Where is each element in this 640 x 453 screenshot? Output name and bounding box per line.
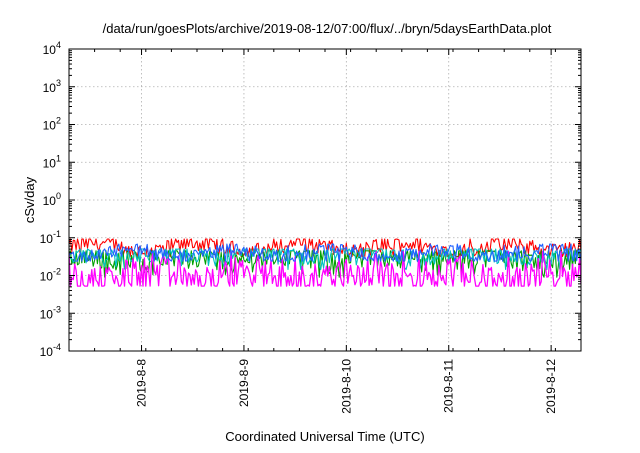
y-axis-label: cSv/day <box>22 176 37 223</box>
y-tick-label: 101 <box>43 153 61 170</box>
ticks: 10-4 10-3 10-2 10-1 100 101 102 103 104 2019-8-8 2… <box>40 40 582 414</box>
y-tick-label: 103 <box>43 78 61 95</box>
y-tick-label: 10-3 <box>40 304 61 321</box>
y-tick-label: 10-1 <box>40 229 61 246</box>
y-tick-label: 102 <box>43 116 61 133</box>
x-tick-label: 2019-8-12 <box>544 359 558 414</box>
x-tick-label: 2019-8-11 <box>442 359 456 413</box>
series-line <box>69 243 581 262</box>
series-group <box>69 238 581 287</box>
x-tick-label: 2019-8-8 <box>135 359 149 407</box>
series-line <box>69 251 581 287</box>
chart-title: /data/run/goesPlots/archive/2019-08-12/0… <box>103 21 552 36</box>
x-tick-label: 2019-8-10 <box>339 359 353 414</box>
grid <box>69 49 581 351</box>
y-tick-label: 10-4 <box>40 342 61 359</box>
y-tick-label: 10-2 <box>40 267 61 284</box>
y-tick-label: 100 <box>43 191 61 208</box>
x-axis-label: Coordinated Universal Time (UTC) <box>225 429 424 444</box>
y-tick-label: 104 <box>43 40 61 57</box>
x-tick-label: 2019-8-9 <box>237 359 251 407</box>
